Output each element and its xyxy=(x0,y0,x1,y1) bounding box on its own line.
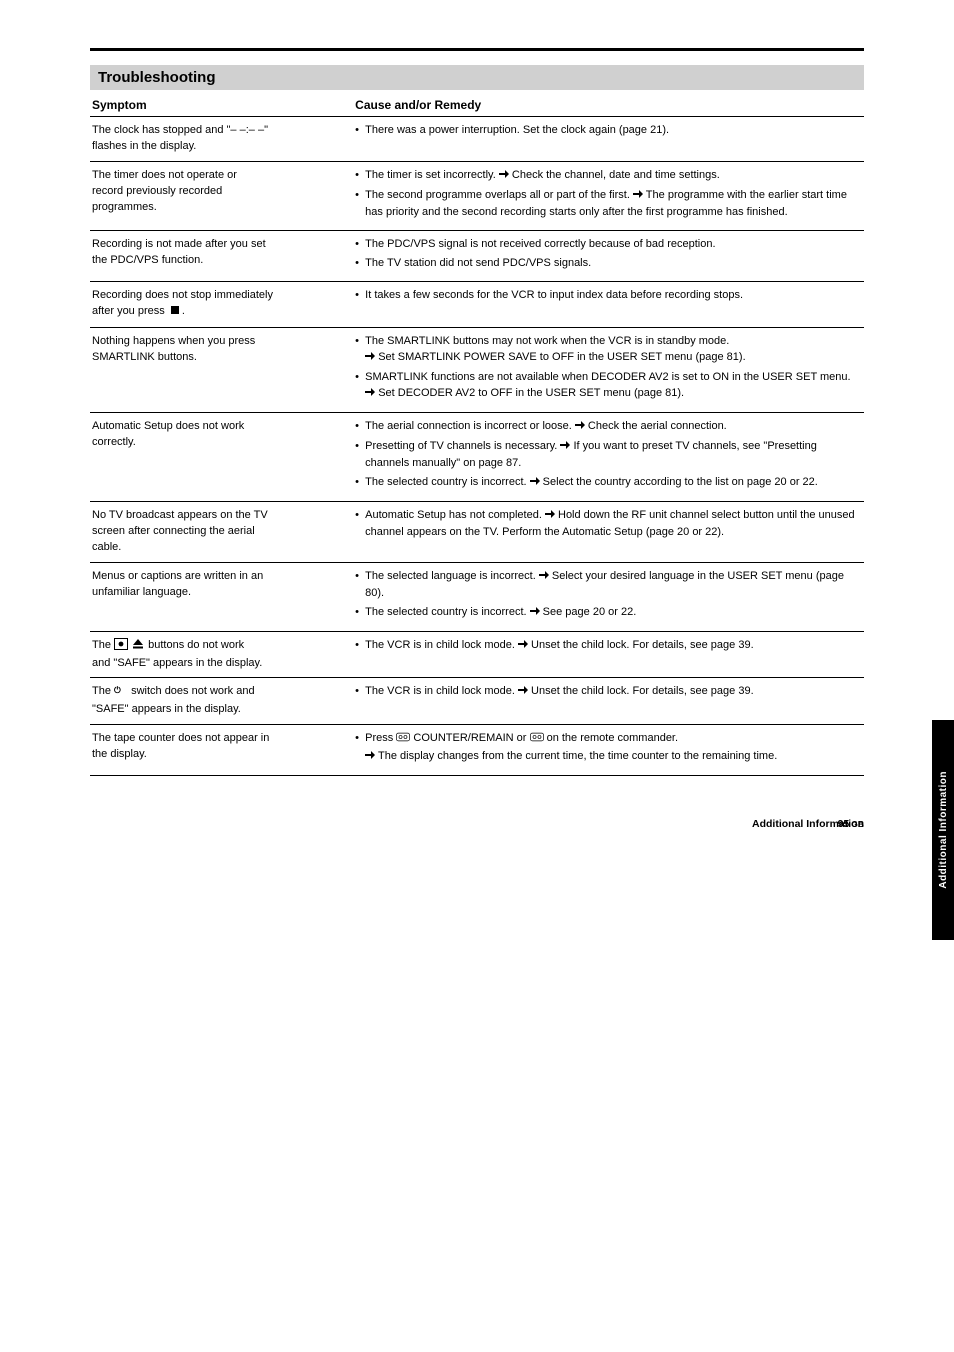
table-row: No TV broadcast appears on the TVscreen … xyxy=(90,501,864,562)
remedy-list: The VCR is in child lock mode. Unset the… xyxy=(355,638,856,655)
counter-icon xyxy=(396,731,410,749)
remedy-item: The selected country is incorrect. See p… xyxy=(355,605,856,622)
remedy-cell: It takes a few seconds for the VCR to in… xyxy=(353,281,864,328)
table-row: The tape counter does not appear inthe d… xyxy=(90,725,864,776)
remedy-item: SMARTLINK functions are not available wh… xyxy=(355,370,856,403)
arrow-icon xyxy=(560,440,570,456)
arrow-icon xyxy=(518,685,528,701)
col-header-remedy: Cause and/or Remedy xyxy=(353,94,864,117)
arrow-icon xyxy=(575,420,585,436)
remedy-cell: There was a power interruption. Set the … xyxy=(353,117,864,162)
table-body: The clock has stopped and "– –:– –"flash… xyxy=(90,117,864,776)
page-footer: Additional Information 95GB xyxy=(90,818,864,830)
remedy-list: The aerial connection is incorrect or lo… xyxy=(355,419,856,492)
arrow-icon xyxy=(365,351,375,367)
side-tab-text: Additional Information xyxy=(938,771,949,889)
stop-icon xyxy=(168,304,182,322)
remedy-item: The TV station did not send PDC/VPS sign… xyxy=(355,256,856,272)
arrow-icon xyxy=(518,639,528,655)
remedy-list: The timer is set incorrectly. Check the … xyxy=(355,168,856,221)
remedy-cell: The VCR is in child lock mode. Unset the… xyxy=(353,631,864,678)
symptom-cell: The ⏻ switch does not work and"SAFE" app… xyxy=(90,678,353,725)
arrow-icon xyxy=(530,476,540,492)
arrow-icon xyxy=(365,750,375,766)
arrow-icon xyxy=(633,189,643,205)
remedy-item: Presetting of TV channels is necessary. … xyxy=(355,439,856,472)
side-tab: Additional Information xyxy=(932,720,954,940)
remedy-list: Automatic Setup has not completed. Hold … xyxy=(355,508,856,541)
remedy-list: The PDC/VPS signal is not received corre… xyxy=(355,237,856,272)
symptom-cell: The timer does not operate orrecord prev… xyxy=(90,161,353,230)
remedy-cell: The aerial connection is incorrect or lo… xyxy=(353,413,864,502)
table-row: Nothing happens when you pressSMARTLINK … xyxy=(90,328,864,413)
table-row: Automatic Setup does not workcorrectly.T… xyxy=(90,413,864,502)
remedy-item: The SMARTLINK buttons may not work when … xyxy=(355,334,856,367)
svg-text:⏻: ⏻ xyxy=(114,686,122,696)
remedy-cell: The VCR is in child lock mode. Unset the… xyxy=(353,678,864,725)
symptom-cell: Recording is not made after you setthe P… xyxy=(90,230,353,281)
symptom-cell: Automatic Setup does not workcorrectly. xyxy=(90,413,353,502)
remedy-item: The aerial connection is incorrect or lo… xyxy=(355,419,856,436)
remedy-list: Press COUNTER/REMAIN or on the remote co… xyxy=(355,731,856,766)
remedy-item: Press COUNTER/REMAIN or on the remote co… xyxy=(355,731,856,766)
page-number: 95 xyxy=(838,818,850,830)
remedy-cell: Automatic Setup has not completed. Hold … xyxy=(353,501,864,562)
remedy-item: The timer is set incorrectly. Check the … xyxy=(355,168,856,185)
remedy-list: The SMARTLINK buttons may not work when … xyxy=(355,334,856,403)
rec-icon xyxy=(114,638,128,656)
table-row: Recording does not stop immediatelyafter… xyxy=(90,281,864,328)
arrow-icon xyxy=(499,169,509,185)
col-header-symptom: Symptom xyxy=(90,94,353,117)
remedy-list: The VCR is in child lock mode. Unset the… xyxy=(355,684,856,701)
symptom-cell: Menus or captions are written in anunfam… xyxy=(90,562,353,631)
arrow-icon xyxy=(365,387,375,403)
page-sup: GB xyxy=(851,819,864,829)
remedy-item: The VCR is in child lock mode. Unset the… xyxy=(355,638,856,655)
remedy-item: The VCR is in child lock mode. Unset the… xyxy=(355,684,856,701)
remedy-item: The selected country is incorrect. Selec… xyxy=(355,475,856,492)
remedy-item: There was a power interruption. Set the … xyxy=(355,123,856,139)
remedy-cell: The SMARTLINK buttons may not work when … xyxy=(353,328,864,413)
counter-icon xyxy=(530,731,544,749)
arrow-icon xyxy=(530,606,540,622)
remedy-list: It takes a few seconds for the VCR to in… xyxy=(355,288,856,304)
table-row: Recording is not made after you setthe P… xyxy=(90,230,864,281)
symptom-cell: The tape counter does not appear inthe d… xyxy=(90,725,353,776)
table-row: The ⏻ switch does not work and"SAFE" app… xyxy=(90,678,864,725)
remedy-cell: The PDC/VPS signal is not received corre… xyxy=(353,230,864,281)
remedy-list: The selected language is incorrect. Sele… xyxy=(355,569,856,622)
power-icon: ⏻ xyxy=(114,684,128,702)
symptom-cell: Nothing happens when you pressSMARTLINK … xyxy=(90,328,353,413)
footer-page-num: 95GB xyxy=(838,818,864,830)
remedy-item: The second programme overlaps all or par… xyxy=(355,188,856,221)
table-row: The clock has stopped and "– –:– –"flash… xyxy=(90,117,864,162)
symptom-cell: The clock has stopped and "– –:– –"flash… xyxy=(90,117,353,162)
symptom-cell: The buttons do not workand "SAFE" appear… xyxy=(90,631,353,678)
table-row: The buttons do not workand "SAFE" appear… xyxy=(90,631,864,678)
remedy-cell: The timer is set incorrectly. Check the … xyxy=(353,161,864,230)
page-container: Troubleshooting Symptom Cause and/or Rem… xyxy=(0,0,954,890)
remedy-cell: The selected language is incorrect. Sele… xyxy=(353,562,864,631)
remedy-item: It takes a few seconds for the VCR to in… xyxy=(355,288,856,304)
remedy-item: The PDC/VPS signal is not received corre… xyxy=(355,237,856,253)
table-row: The timer does not operate orrecord prev… xyxy=(90,161,864,230)
table-row: Menus or captions are written in anunfam… xyxy=(90,562,864,631)
symptom-cell: No TV broadcast appears on the TVscreen … xyxy=(90,501,353,562)
section-header: Troubleshooting xyxy=(90,65,864,90)
eject-icon xyxy=(131,638,145,656)
arrow-icon xyxy=(545,509,555,525)
remedy-item: The selected language is incorrect. Sele… xyxy=(355,569,856,602)
symptom-cell: Recording does not stop immediatelyafter… xyxy=(90,281,353,328)
remedy-cell: Press COUNTER/REMAIN or on the remote co… xyxy=(353,725,864,776)
arrow-icon xyxy=(539,570,549,586)
remedy-item: Automatic Setup has not completed. Hold … xyxy=(355,508,856,541)
footer-chapter: Additional Information 95GB xyxy=(90,818,864,830)
top-rule xyxy=(90,48,864,51)
table-header-row: Symptom Cause and/or Remedy xyxy=(90,94,864,117)
remedy-list: There was a power interruption. Set the … xyxy=(355,123,856,139)
troubleshoot-table: Symptom Cause and/or Remedy The clock ha… xyxy=(90,94,864,776)
